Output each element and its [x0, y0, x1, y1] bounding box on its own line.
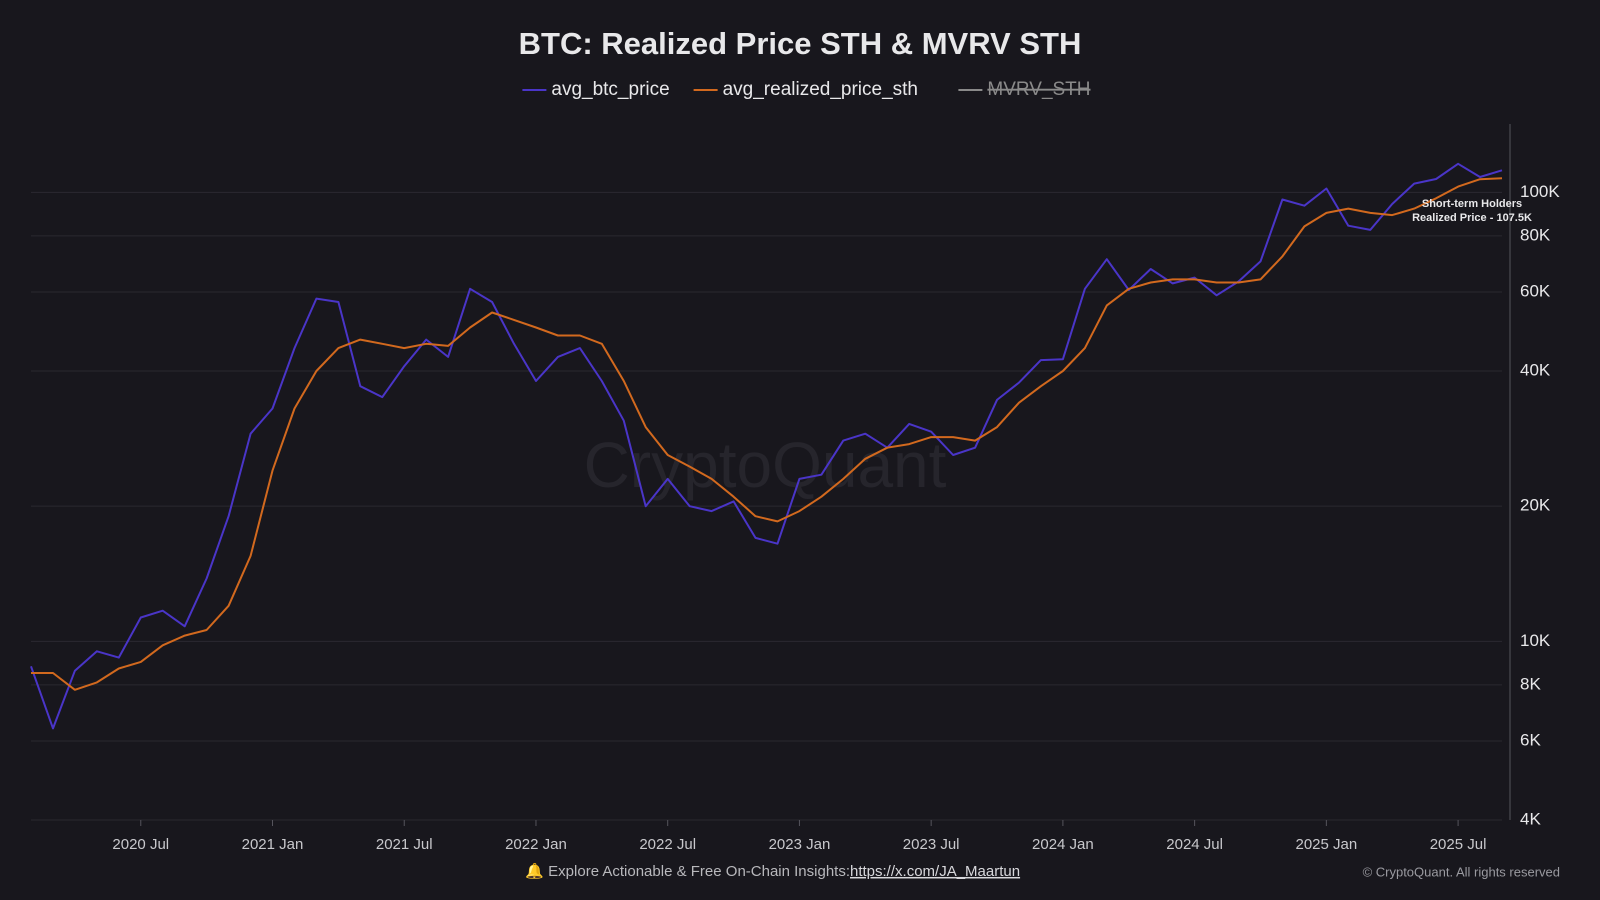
y-tick-label: 10K: [1520, 631, 1551, 650]
y-tick-label: 60K: [1520, 281, 1551, 300]
series-line: [30, 162, 1503, 730]
y-tick-label: 20K: [1520, 496, 1551, 515]
footer-link[interactable]: https://x.com/JA_Maartun: [850, 863, 1020, 880]
y-tick-label: 80K: [1520, 225, 1551, 244]
chart-title: BTC: Realized Price STH & MVRV STH: [519, 26, 1082, 61]
x-tick-label: 2021 Jul: [376, 836, 433, 853]
y-tick-label: 100K: [1520, 182, 1560, 201]
x-tick-label: 2024 Jul: [1166, 836, 1223, 853]
x-tick-label: 2025 Jul: [1430, 836, 1487, 853]
x-tick-label: 2023 Jan: [769, 836, 831, 853]
annotation: Short-term Holders: [1422, 198, 1522, 210]
legend-label[interactable]: MVRV_STH: [987, 79, 1090, 100]
legend-label[interactable]: avg_realized_price_sth: [723, 79, 918, 100]
annotation: Realized Price - 107.5K: [1412, 212, 1532, 224]
x-tick-label: 2024 Jan: [1032, 836, 1094, 853]
footer-text: 🔔 Explore Actionable & Free On-Chain Ins…: [525, 862, 850, 880]
x-tick-label: 2025 Jan: [1295, 836, 1357, 853]
y-tick-label: 4K: [1520, 809, 1541, 828]
x-tick-label: 2023 Jul: [903, 836, 960, 853]
y-tick-label: 8K: [1520, 674, 1541, 693]
legend-label[interactable]: avg_btc_price: [551, 79, 669, 100]
x-tick-label: 2022 Jul: [639, 836, 696, 853]
series-line: [31, 177, 1503, 691]
watermark: CryptoQuant: [584, 429, 947, 501]
y-tick-label: 40K: [1520, 361, 1551, 380]
x-tick-label: 2020 Jul: [112, 836, 169, 853]
y-tick-label: 6K: [1520, 730, 1541, 749]
copyright: © CryptoQuant. All rights reserved: [1363, 864, 1560, 879]
x-tick-label: 2021 Jan: [242, 836, 304, 853]
legend[interactable]: avg_btc_price avg_realized_price_sth MVRV_…: [522, 79, 1091, 100]
plot-area: 4K 6K 8K 10K 20K 40K 60K 80K 100K 2020 Jul 2021 Ja…: [30, 124, 1560, 853]
x-tick-label: 2022 Jan: [505, 836, 567, 853]
